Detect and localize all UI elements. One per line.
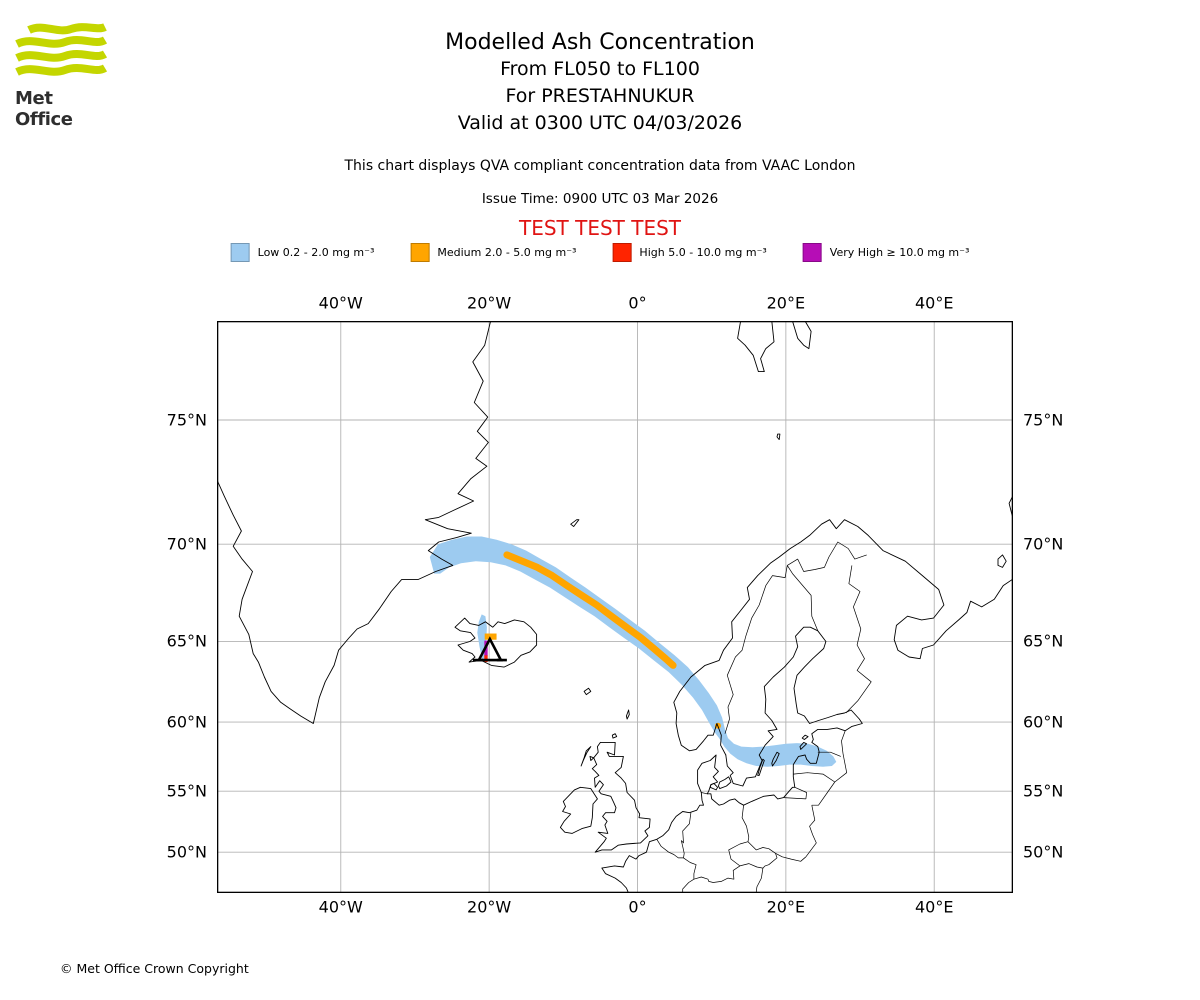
low-swatch-icon <box>230 243 250 262</box>
x-tick-top-0°: 0° <box>628 293 647 313</box>
volcano-subtitle: For PRESTAHNUKUR <box>505 85 695 107</box>
y-tick-left-75°N: 75°N <box>166 410 207 430</box>
y-tick-right-75°N: 75°N <box>1023 410 1064 430</box>
y-tick-left-65°N: 65°N <box>166 631 207 651</box>
x-tick-top-40°W: 40°W <box>318 293 363 313</box>
concentration-legend: Low 0.2 - 2.0 mg m⁻³ Medium 2.0 - 5.0 mg … <box>230 243 970 262</box>
volcano-marker-icon <box>472 636 507 662</box>
legend-item-very_high: Very High ≥ 10.0 mg m⁻³ <box>802 243 970 262</box>
legend-item-high: High 5.0 - 10.0 mg m⁻³ <box>612 243 767 262</box>
legend-label: Very High ≥ 10.0 mg m⁻³ <box>829 246 970 259</box>
flight-level-subtitle: From FL050 to FL100 <box>500 58 700 80</box>
legend-label: Medium 2.0 - 5.0 mg m⁻³ <box>437 246 577 259</box>
y-tick-right-70°N: 70°N <box>1023 534 1064 554</box>
y-tick-right-65°N: 65°N <box>1023 631 1064 651</box>
y-tick-left-70°N: 70°N <box>166 534 207 554</box>
y-tick-left-50°N: 50°N <box>166 842 207 862</box>
met-office-logo-text: Met Office <box>15 88 73 130</box>
map-canvas <box>216 320 1014 894</box>
legend-label: High 5.0 - 10.0 mg m⁻³ <box>639 246 767 259</box>
x-tick-bottom-40°E: 40°E <box>914 897 954 917</box>
x-tick-bottom-0°: 0° <box>628 897 647 917</box>
legend-item-low: Low 0.2 - 2.0 mg m⁻³ <box>230 243 375 262</box>
legend-item-medium: Medium 2.0 - 5.0 mg m⁻³ <box>410 243 576 262</box>
very_high-swatch-icon <box>802 243 822 262</box>
x-tick-top-40°E: 40°E <box>914 293 954 313</box>
met-office-waves-icon <box>15 23 108 76</box>
x-tick-bottom-20°E: 20°E <box>766 897 806 917</box>
legend-label: Low 0.2 - 2.0 mg m⁻³ <box>257 246 375 259</box>
y-tick-right-55°N: 55°N <box>1023 781 1064 801</box>
y-tick-left-60°N: 60°N <box>166 712 207 732</box>
high-swatch-icon <box>612 243 632 262</box>
x-tick-bottom-20°W: 20°W <box>467 897 512 917</box>
y-tick-right-60°N: 60°N <box>1023 712 1064 732</box>
x-tick-top-20°E: 20°E <box>766 293 806 313</box>
y-tick-left-55°N: 55°N <box>166 781 207 801</box>
copyright-notice: © Met Office Crown Copyright <box>60 961 249 976</box>
chart-titles: Modelled Ash Concentration From FL050 to… <box>0 30 1200 137</box>
chart-title: Modelled Ash Concentration <box>445 30 755 55</box>
qva-note: This chart displays QVA compliant concen… <box>344 158 856 174</box>
medium-swatch-icon <box>410 243 430 262</box>
issue-time: Issue Time: 0900 UTC 03 Mar 2026 <box>481 191 719 207</box>
x-tick-bottom-40°W: 40°W <box>318 897 363 917</box>
met-office-logo: Met Office <box>15 22 115 130</box>
valid-time-subtitle: Valid at 0300 UTC 04/03/2026 <box>457 112 743 134</box>
y-tick-right-50°N: 50°N <box>1023 842 1064 862</box>
map <box>216 320 1014 894</box>
test-banner: TEST TEST TEST <box>518 216 681 240</box>
x-tick-top-20°W: 20°W <box>467 293 512 313</box>
